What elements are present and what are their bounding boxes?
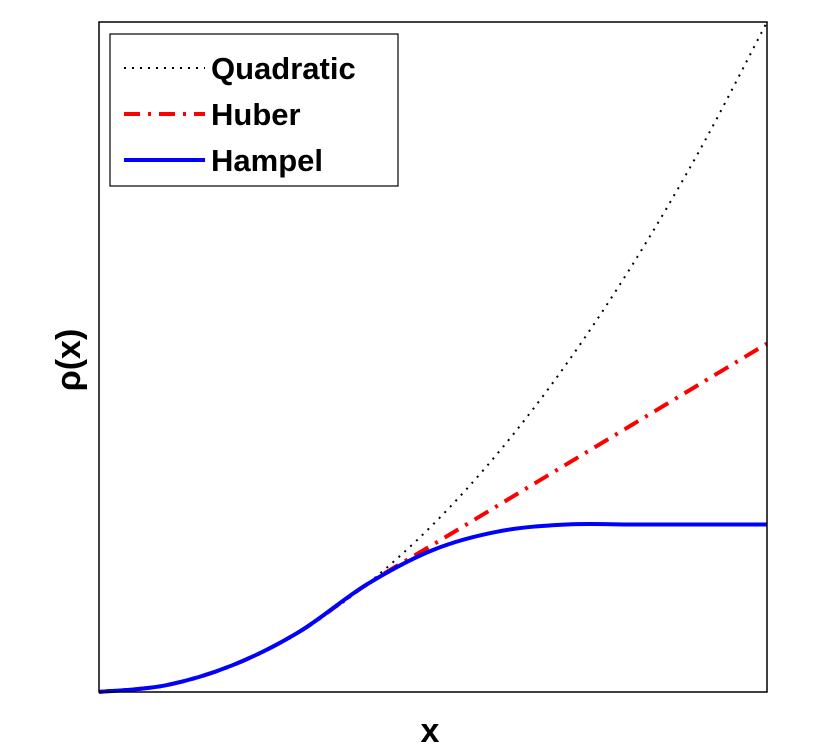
legend-label-hampel: Hampel: [211, 143, 323, 178]
plot-frame: [98, 21, 768, 693]
legend-label-quadratic: Quadratic: [211, 51, 356, 86]
legend-label-huber: Huber: [211, 97, 301, 132]
legend: Quadratic Huber Hampel: [109, 33, 399, 187]
x-axis-label: x: [421, 712, 440, 749]
series-line-quadratic: [98, 21, 768, 693]
series-line-hampel: [98, 522, 767, 694]
y-axis-label: ρ(x): [50, 329, 88, 392]
series-layer: [98, 21, 769, 694]
